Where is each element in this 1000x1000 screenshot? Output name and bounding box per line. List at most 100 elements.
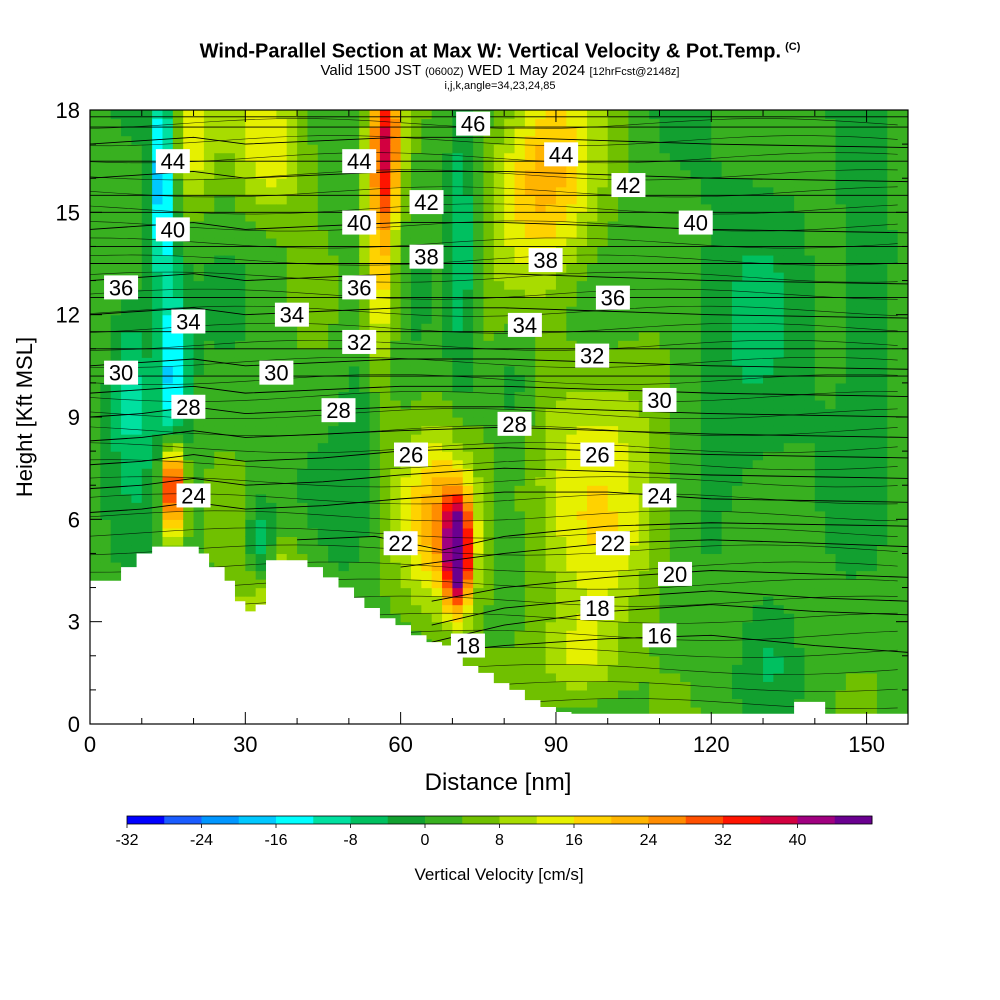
velocity-cell [214,357,226,367]
velocity-cell [462,442,474,452]
velocity-cell [110,237,122,248]
velocity-cell [317,195,329,205]
velocity-cell [328,161,340,171]
velocity-cell [317,263,329,273]
velocity-cell [452,203,464,213]
velocity-cell [255,323,267,333]
velocity-cell [555,195,567,205]
velocity-cell [711,161,723,171]
velocity-cell [234,476,246,486]
velocity-cell [524,348,536,358]
velocity-cell [783,647,795,657]
velocity-cell [721,706,733,717]
velocity-cell [535,237,547,248]
velocity-cell [90,169,101,179]
velocity-cell [690,348,702,358]
velocity-cell [224,527,236,537]
velocity-cell [535,399,547,410]
velocity-cell [669,698,681,708]
velocity-cell [369,263,381,273]
velocity-cell [545,391,557,401]
velocity-cell [638,135,650,145]
velocity-cell [504,485,516,495]
velocity-cell [442,544,454,555]
velocity-cell [234,544,246,555]
velocity-cell [131,536,143,546]
velocity-cell [442,306,454,316]
velocity-cell [794,664,806,674]
velocity-cell [297,340,309,350]
velocity-cell [255,272,267,282]
velocity-cell [162,246,174,256]
velocity-cell [234,561,246,572]
velocity-cell [773,195,785,205]
velocity-cell [483,579,495,589]
velocity-cell [483,527,495,537]
velocity-cell [442,110,454,120]
velocity-cell [110,297,122,307]
velocity-cell [286,229,298,239]
velocity-cell [649,613,661,623]
velocity-cell [286,391,298,401]
velocity-cell [90,152,101,162]
velocity-cell [649,289,661,299]
velocity-cell [255,237,267,248]
velocity-cell [473,459,485,469]
velocity-cell [618,630,630,640]
velocity-cell [245,348,257,358]
velocity-cell [172,118,184,128]
velocity-cell [90,510,101,520]
velocity-cell [255,425,267,435]
velocity-cell [680,374,692,384]
velocity-cell [328,297,340,307]
velocity-cell [566,698,578,708]
velocity-cell [804,681,816,691]
velocity-cell [328,468,340,478]
velocity-cell [141,323,153,333]
velocity-cell [680,297,692,307]
velocity-cell [421,630,433,640]
velocity-cell [514,596,526,606]
velocity-cell [607,254,619,265]
velocity-cell [307,510,319,520]
velocity-cell [690,195,702,205]
velocity-cell [607,485,619,495]
velocity-cell [742,195,754,205]
velocity-cell [245,434,257,444]
velocity-cell [628,519,640,529]
velocity-cell [752,340,764,350]
velocity-cell [245,451,257,461]
velocity-cell [286,331,298,341]
velocity-cell [545,621,557,631]
velocity-cell [183,186,195,196]
velocity-cell [473,365,485,375]
velocity-cell [628,570,640,580]
velocity-cell [669,689,681,700]
velocity-cell [638,613,650,623]
velocity-cell [297,186,309,196]
velocity-cell [597,110,609,120]
velocity-cell [493,579,505,589]
velocity-cell [752,434,764,444]
velocity-cell [152,203,164,213]
velocity-cell [731,399,743,410]
velocity-cell [700,647,712,657]
velocity-cell [317,493,329,503]
velocity-cell [576,289,588,299]
velocity-cell [224,272,236,282]
velocity-cell [514,613,526,623]
velocity-cell [214,237,226,248]
velocity-cell [152,246,164,256]
velocity-cell [473,451,485,461]
velocity-cell [794,365,806,375]
velocity-cell [700,186,712,196]
velocity-cell [297,434,309,444]
velocity-cell [193,280,205,290]
velocity-cell [773,706,785,717]
velocity-cell [576,195,588,205]
velocity-cell [410,212,422,222]
velocity-cell [555,579,567,589]
velocity-cell [669,604,681,614]
velocity-cell [286,544,298,555]
velocity-cell [638,289,650,299]
